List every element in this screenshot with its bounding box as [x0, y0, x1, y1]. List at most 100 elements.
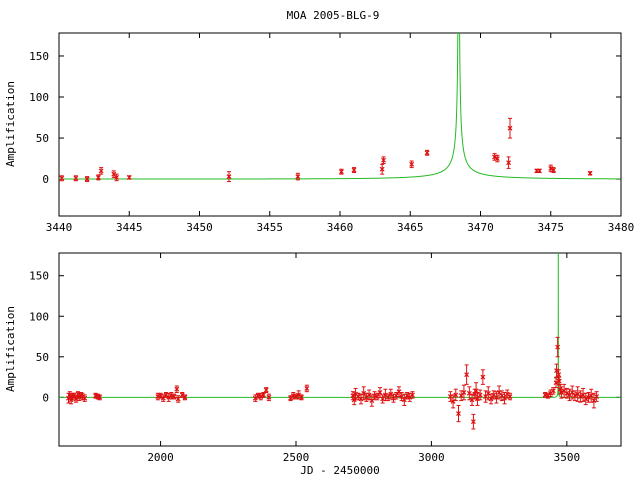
data-point [550, 387, 556, 395]
x-tick-label: 3455 [257, 221, 284, 234]
data-point [358, 393, 364, 405]
data-point [266, 393, 272, 402]
data-point [556, 376, 562, 386]
x-tick-label: 3460 [327, 221, 354, 234]
data-point [537, 168, 542, 174]
data-point [374, 392, 380, 401]
data-point [171, 393, 177, 400]
data-point [175, 395, 181, 403]
data-point [351, 167, 357, 174]
y-tick-label: 0 [42, 391, 49, 404]
data-point [73, 175, 79, 182]
data-point [499, 390, 505, 402]
data-point [369, 394, 375, 407]
data-point [470, 413, 476, 430]
data-point [480, 369, 486, 385]
data-point [477, 389, 483, 401]
data-point [553, 377, 559, 389]
data-point [388, 388, 394, 400]
data-point [575, 386, 581, 402]
data-point [379, 163, 385, 175]
panel-top-frame [58, 32, 622, 217]
data-point [396, 386, 402, 398]
data-point [456, 404, 461, 423]
panel-bottom-xlabel: JD - 2450000 [300, 464, 379, 477]
data-point [554, 363, 559, 378]
x-tick-label: 3480 [608, 221, 635, 234]
data-point [572, 390, 578, 402]
data-point [298, 394, 304, 401]
data-point [567, 388, 572, 402]
chart-title: MOA 2005-BLG-9 [287, 9, 380, 22]
y-tick-label: 100 [29, 91, 49, 104]
data-point [361, 386, 367, 401]
x-tick-label: 3465 [397, 221, 424, 234]
data-point [545, 392, 551, 399]
model-curve [59, 33, 621, 180]
data-point [583, 392, 589, 406]
data-point [174, 385, 180, 393]
panel-bottom-frame [58, 252, 622, 447]
x-tick-label: 3445 [116, 221, 143, 234]
model-curve [59, 253, 621, 398]
data-point [409, 160, 415, 169]
panel-top-zoom: Amplification 3440 3445 3450 3455 3460 3465 34… [4, 32, 635, 234]
y-tick-label: 150 [29, 50, 49, 63]
y-tick-label: 150 [29, 270, 49, 283]
panel-bottom-full: Amplification JD - 2450000 2000 2500 3000 3… [4, 252, 622, 477]
data-point [182, 394, 188, 401]
data-point [555, 336, 561, 358]
data-point [263, 387, 269, 393]
data-point [158, 392, 163, 399]
data-point [458, 390, 464, 402]
data-point [588, 388, 594, 403]
data-point [466, 386, 472, 401]
x-tick-label: 3450 [186, 221, 213, 234]
data-point [558, 386, 564, 399]
data-point [95, 174, 101, 181]
data-point [464, 364, 470, 385]
data-point [594, 391, 600, 402]
data-point [507, 392, 513, 401]
y-tick-label: 0 [42, 173, 49, 186]
data-point [381, 156, 386, 164]
x-tick-label: 3500 [554, 451, 581, 464]
data-point [338, 168, 344, 175]
panel-top-ylabel: Amplification [4, 81, 17, 167]
data-point [450, 394, 456, 409]
data-point [258, 392, 264, 401]
data-point [551, 167, 556, 174]
data-point [461, 384, 467, 401]
data-point [363, 392, 369, 402]
data-point [564, 387, 570, 399]
data-point [304, 384, 310, 393]
y-tick-label: 50 [36, 132, 49, 145]
data-point [577, 390, 583, 403]
data-point [453, 388, 459, 402]
y-tick-label: 100 [29, 310, 49, 323]
panel-bottom-ylabel: Amplification [4, 306, 17, 392]
data-point [424, 149, 430, 156]
data-point [591, 392, 597, 409]
x-tick-label: 2500 [283, 451, 310, 464]
data-point [114, 173, 120, 182]
data-point [82, 394, 88, 402]
data-point [290, 391, 296, 400]
x-tick-label: 3470 [467, 221, 494, 234]
data-point [84, 176, 90, 183]
data-point [59, 175, 65, 182]
data-point [295, 172, 301, 181]
data-point [98, 167, 104, 175]
data-point [587, 170, 593, 176]
x-tick-label: 3475 [538, 221, 565, 234]
y-tick-label: 50 [36, 351, 49, 364]
x-tick-label: 2000 [147, 451, 174, 464]
data-point [506, 156, 512, 169]
x-tick-label: 3440 [46, 221, 73, 234]
x-tick-label: 3000 [418, 451, 445, 464]
data-point [469, 393, 475, 406]
data-point [126, 175, 132, 180]
data-point [586, 391, 591, 403]
data-point [404, 391, 410, 400]
